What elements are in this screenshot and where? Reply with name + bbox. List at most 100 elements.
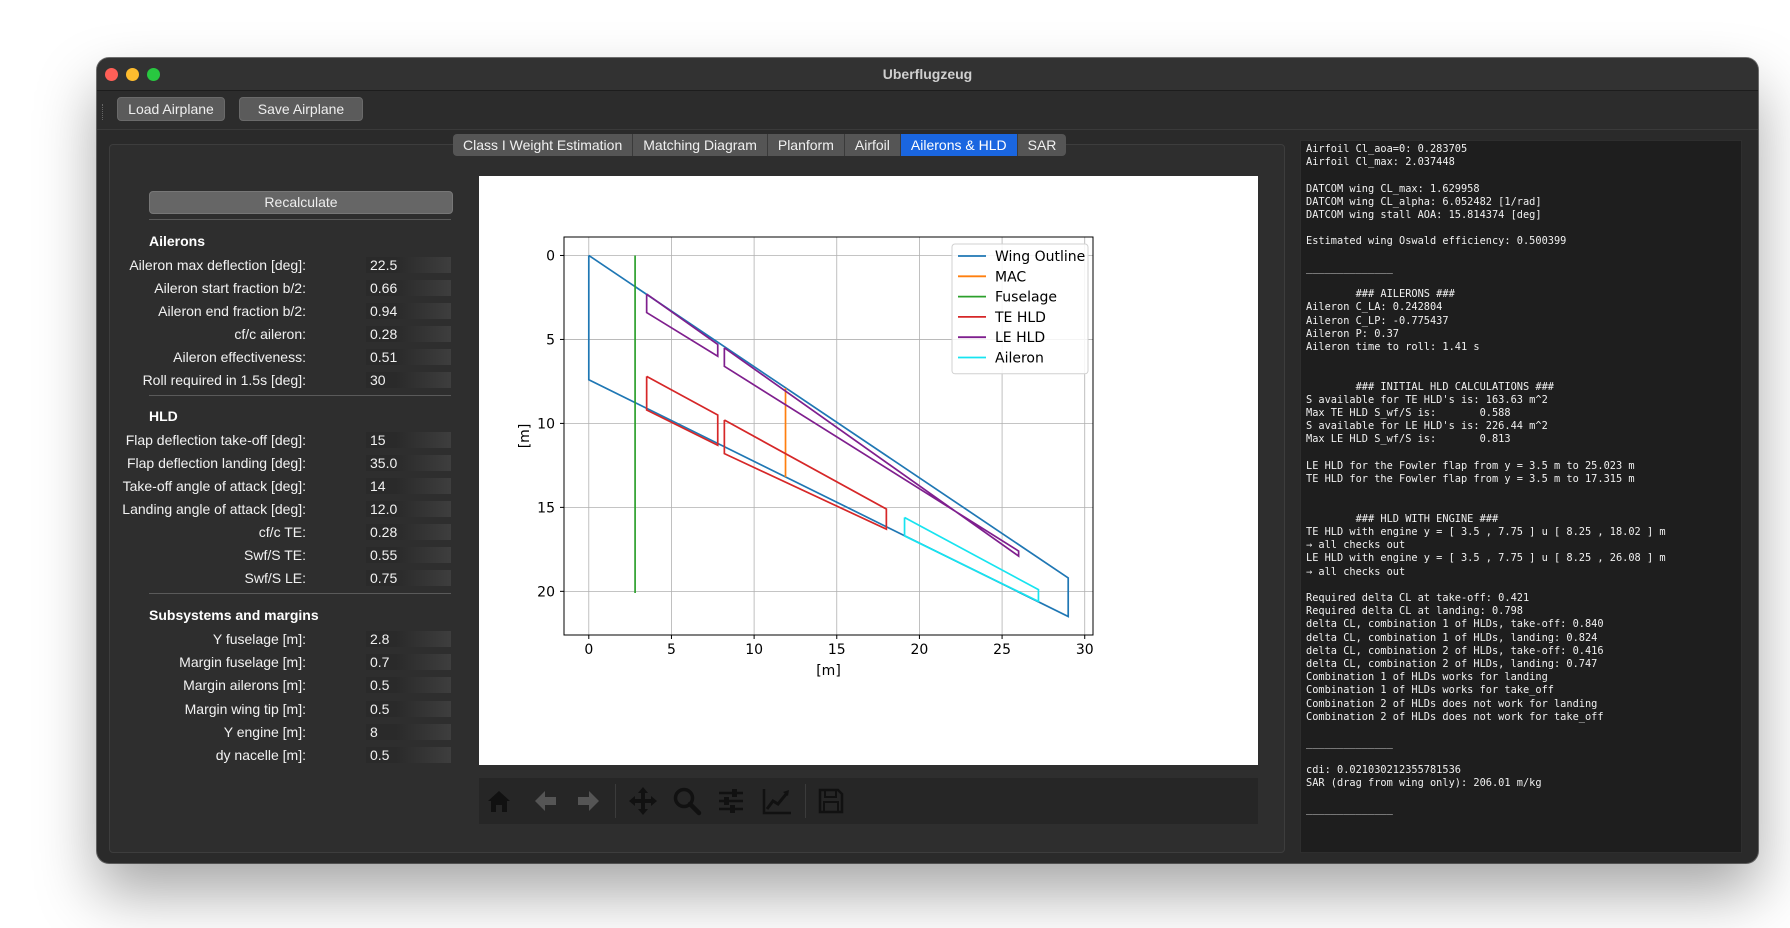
flap-deflection-landing-input[interactable]: 35.0 [366,455,451,471]
aileron-start-fraction-input[interactable]: 0.66 [366,280,451,296]
param-label: Swf/S TE: [244,547,306,563]
edit-axes-button[interactable] [759,784,795,818]
param-label: cf/c aileron: [234,326,306,342]
recalculate-button[interactable]: Recalculate [149,191,453,214]
separator [149,395,451,396]
margin-ailerons-input[interactable]: 0.5 [366,677,451,693]
toolbar-grip[interactable] [102,104,105,120]
axes-frame [563,236,1094,636]
save-figure-button[interactable] [813,784,849,818]
param-label: Aileron start fraction b/2: [154,280,306,296]
landing-aoa-input[interactable]: 12.0 [366,501,451,517]
swf-s-le-input[interactable]: 0.75 [366,570,451,586]
y-tick-label: 15 [537,500,555,516]
param-label: Aileron end fraction b/2: [158,303,306,319]
home-button[interactable] [481,784,517,818]
aileron-end-fraction-input[interactable]: 0.94 [366,303,451,319]
app-window: Uberflugzeug Load Airplane Save Airplane… [97,58,1758,863]
margin-fuselage-input[interactable]: 0.7 [366,654,451,670]
param-label: Flap deflection take-off [deg]: [125,432,306,448]
y-axis-label: [m] [517,424,533,449]
legend-entry: Wing Outline [995,249,1085,265]
roll-required-input[interactable]: 30 [366,372,451,388]
console-text: Airfoil Cl_aoa=0: 0.283705 Airfoil Cl_ma… [1306,143,1666,816]
tab-planform[interactable]: Planform [767,134,845,156]
configure-subplots-button[interactable] [713,784,749,818]
cf-c-aileron-input[interactable]: 0.28 [366,326,451,342]
param-label: Aileron max deflection [deg]: [129,257,306,273]
tab-sar[interactable]: SAR [1017,134,1067,156]
aileron-max-deflection-input[interactable]: 22.5 [366,257,451,273]
section-title-subsystems: Subsystems and margins [149,607,319,623]
param-label: Flap deflection landing [deg]: [126,455,306,471]
legend-entry: TE HLD [994,310,1046,326]
zoom-button[interactable] [669,784,705,818]
param-label: Margin ailerons [m]: [183,677,306,693]
tab-matching-diagram[interactable]: Matching Diagram [633,134,768,156]
forward-icon [578,791,599,811]
separator [149,219,451,220]
param-label: Swf/S LE: [244,570,306,586]
y-tick-label: 20 [537,584,555,600]
save-airplane-button[interactable]: Save Airplane [239,97,363,121]
param-label: Take-off angle of attack [deg]: [122,478,306,494]
tab-airfoil[interactable]: Airfoil [844,134,901,156]
param-label: Y engine [m]: [223,724,306,740]
pan-icon [629,787,657,815]
y-fuselage-input[interactable]: 2.8 [366,631,451,647]
margin-wing-tip-input[interactable]: 0.5 [366,701,451,717]
param-label: Margin wing tip [m]: [184,701,306,717]
series-line-le-hld [723,347,1020,558]
x-tick-label: 30 [1076,642,1094,658]
legend-entry: Fuselage [995,290,1057,306]
forward-button[interactable] [571,784,607,818]
separator [805,784,806,818]
series-line-wing-outline [587,254,1070,618]
dy-nacelle-input[interactable]: 0.5 [366,747,451,763]
home-icon [488,791,510,812]
legend-entry: MAC [995,269,1026,285]
x-tick-label: 20 [911,642,929,658]
plot-navigation-toolbar [479,778,1258,824]
pan-button[interactable] [625,784,661,818]
legend-entry: Aileron [995,351,1044,367]
series-line-te-hld [723,419,888,531]
save-icon [818,788,844,814]
tab-class-i-weight-estimation[interactable]: Class I Weight Estimation [453,134,634,156]
legend-entry: LE HLD [995,330,1045,346]
param-label: Landing angle of attack [deg]: [122,501,306,517]
separator [149,593,451,594]
back-button[interactable] [527,784,563,818]
param-label: Roll required in 1.5s [deg]: [142,372,306,388]
y-engine-input[interactable]: 8 [366,724,451,740]
planform-plot: 0 5 10 15 20 25 30 0 5 10 15 20 [m] [m] Wing Outline MA… [517,236,1094,679]
output-console[interactable]: Airfoil Cl_aoa=0: 0.283705 Airfoil Cl_ma… [1300,140,1742,853]
aileron-effectiveness-input[interactable]: 0.51 [366,349,451,365]
param-label: cf/c TE: [258,524,306,540]
zoom-icon [673,787,702,816]
axes-edit-icon [762,789,791,815]
zoom-window-button[interactable] [147,68,160,81]
back-icon [535,791,556,811]
x-axis-label: [m] [816,663,841,679]
swf-s-te-input[interactable]: 0.55 [366,547,451,563]
x-tick-label: 10 [745,642,763,658]
series-line-te-hld [645,375,719,447]
minimize-window-button[interactable] [126,68,139,81]
plot-canvas[interactable]: 0 5 10 15 20 25 30 0 5 10 15 20 [m] [m] Wing Outline MA… [479,176,1258,765]
section-title-hld: HLD [149,408,178,424]
close-window-button[interactable] [105,68,118,81]
flap-deflection-takeoff-input[interactable]: 15 [366,432,451,448]
x-tick-label: 0 [584,642,593,658]
takeoff-aoa-input[interactable]: 14 [366,478,451,494]
param-label: Y fuselage [m]: [212,631,306,647]
y-tick-label: 0 [546,248,555,264]
x-tick-label: 25 [993,642,1011,658]
window-title: Uberflugzeug [882,66,973,82]
tab-ailerons-hld[interactable]: Ailerons & HLD [900,134,1018,156]
subplots-icon [719,789,743,813]
param-label: dy nacelle [m]: [215,747,306,763]
load-airplane-button[interactable]: Load Airplane [117,97,225,121]
cf-c-te-input[interactable]: 0.28 [366,524,451,540]
section-title-ailerons: Ailerons [149,233,206,249]
